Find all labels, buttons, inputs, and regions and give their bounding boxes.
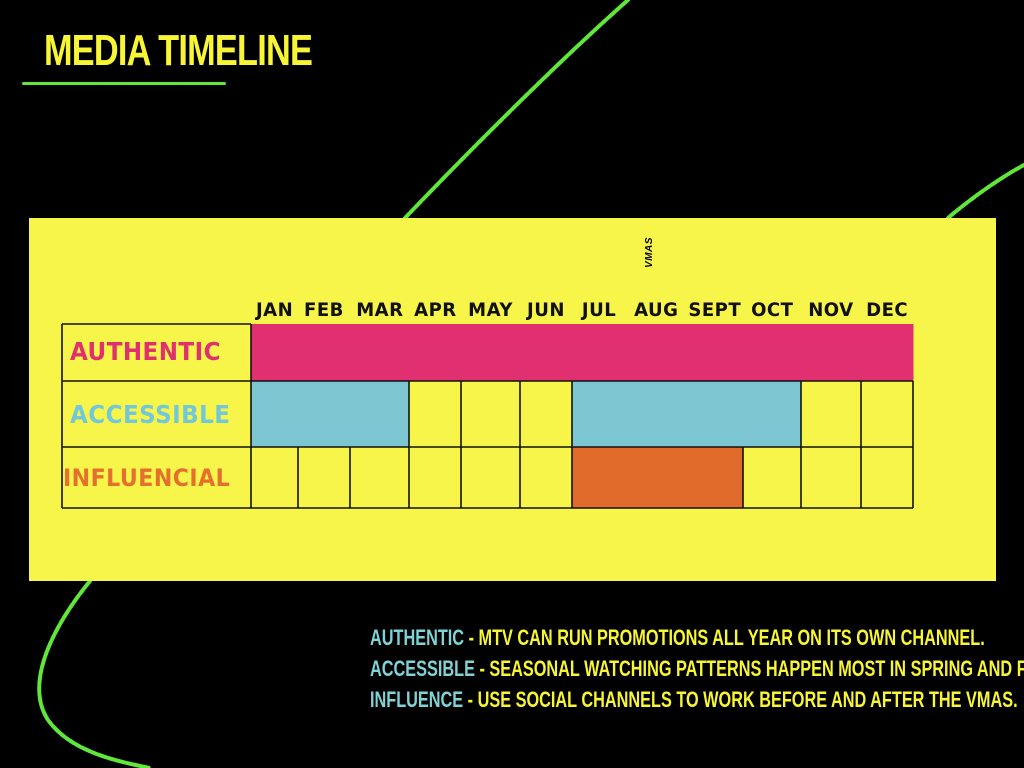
bar-accessible-mar <box>350 381 410 447</box>
bar-authentic-aug <box>627 324 687 381</box>
month-label-mar: MAR <box>355 299 404 321</box>
title-underline <box>22 82 226 85</box>
bar-authentic-dec <box>861 324 914 381</box>
month-label-jun: JUN <box>527 299 565 321</box>
bar-authentic-jun <box>520 324 573 381</box>
bar-authentic-apr <box>409 324 462 381</box>
month-label-jan: JAN <box>255 299 294 321</box>
month-label-sept: SEPT <box>688 299 741 321</box>
row-label-influencial: INFLUENCIAL <box>63 464 231 492</box>
row-label-authentic: AUTHENTIC <box>70 337 221 366</box>
month-label-apr: APR <box>413 299 457 321</box>
bar-influencial-jul <box>572 447 628 508</box>
bar-authentic-may <box>461 324 521 381</box>
bar-accessible-aug <box>627 381 687 447</box>
bar-authentic-jan <box>251 324 299 381</box>
note-accessible: ACCESSIBLE - SEASONAL WATCHING PATTERNS … <box>370 656 1024 681</box>
bar-authentic-nov <box>801 324 862 381</box>
bar-influencial-sept <box>686 447 744 508</box>
timeline-board <box>29 218 996 581</box>
bar-authentic-sept <box>686 324 744 381</box>
month-label-may: MAY <box>468 299 513 321</box>
bar-authentic-mar <box>350 324 410 381</box>
month-label-aug: AUG <box>634 299 679 321</box>
bar-accessible-sept <box>686 381 744 447</box>
note-authentic: AUTHENTIC - MTV CAN RUN PROMOTIONS ALL Y… <box>370 625 985 650</box>
bar-accessible-jul <box>572 381 628 447</box>
bar-accessible-oct <box>743 381 802 447</box>
bar-influencial-aug <box>627 447 687 508</box>
bar-authentic-feb <box>298 324 351 381</box>
month-label-oct: OCT <box>750 299 794 321</box>
month-label-feb: FEB <box>304 299 344 321</box>
page-title: MEDIA TIMELINE <box>44 26 313 75</box>
row-label-accessible: ACCESSIBLE <box>70 400 231 429</box>
bar-accessible-jan <box>251 381 299 447</box>
bar-authentic-oct <box>743 324 802 381</box>
month-label-nov: NOV <box>808 299 854 321</box>
month-label-jul: JUL <box>582 299 617 321</box>
note-influence: INFLUENCE - USE SOCIAL CHANNELS TO WORK … <box>370 687 1018 712</box>
month-label-dec: DEC <box>865 299 908 321</box>
notes-block: AUTHENTIC - MTV CAN RUN PROMOTIONS ALL Y… <box>370 622 1024 715</box>
bar-authentic-jul <box>572 324 628 381</box>
bar-accessible-feb <box>298 381 351 447</box>
